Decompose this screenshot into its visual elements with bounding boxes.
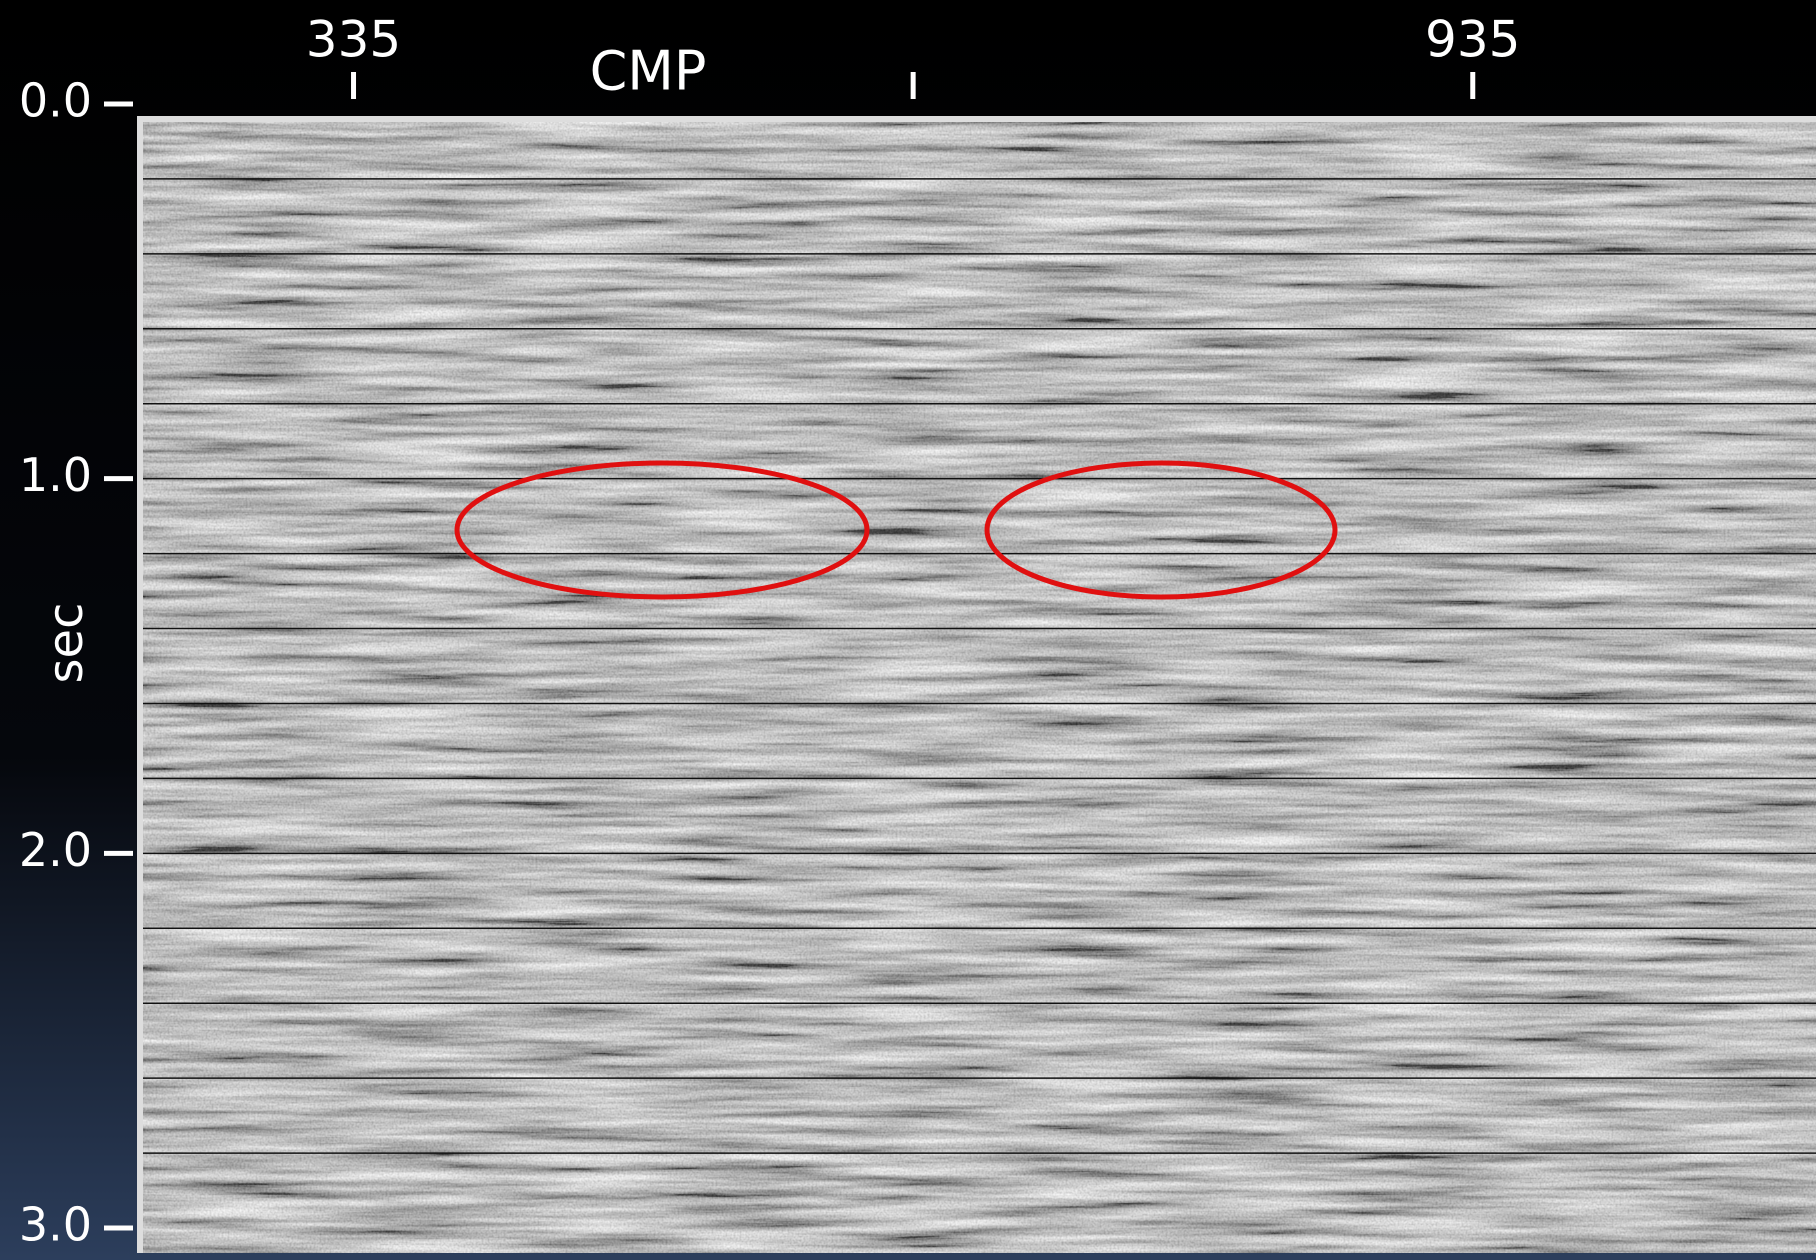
x-axis-label: CMP xyxy=(590,40,707,103)
x-tick-label: 935 xyxy=(1425,11,1520,69)
page: {"chart_data": {"type": "seismic-section… xyxy=(0,0,1816,1260)
seismic-noise xyxy=(143,122,1816,1253)
y-tick-label: 3.0 xyxy=(19,1198,92,1252)
y-tick-label: 2.0 xyxy=(19,823,92,877)
x-tick-label: 335 xyxy=(306,11,401,69)
chart: CMP sec 0.0 1.0 2.0 3.0 335 935 xyxy=(0,0,1816,1260)
y-tick-label: 1.0 xyxy=(19,448,92,502)
y-tick-label: 0.0 xyxy=(19,74,92,128)
y-axis-label: sec xyxy=(38,603,94,684)
plot-area xyxy=(137,116,1816,1253)
